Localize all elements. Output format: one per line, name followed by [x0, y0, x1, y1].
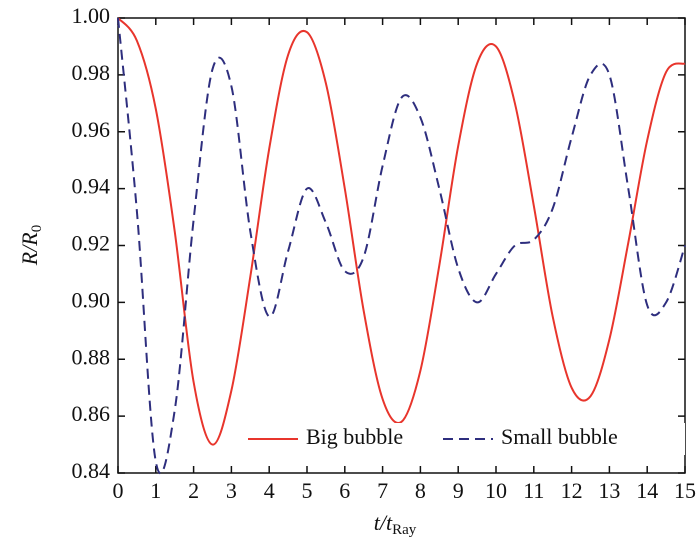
- x-tick-label: 15: [674, 478, 696, 503]
- x-tick-label: 12: [561, 478, 583, 503]
- x-tick-label: 7: [377, 478, 388, 503]
- y-label-main: R/R: [17, 232, 42, 267]
- y-tick-label: 0.96: [72, 117, 111, 142]
- x-axis-label: t/tRay: [374, 510, 417, 538]
- legend-label: Small bubble: [501, 424, 618, 449]
- x-label-sub: Ray: [392, 522, 417, 538]
- y-tick-label: 0.84: [72, 458, 111, 483]
- y-tick-label: 0.86: [72, 401, 111, 426]
- x-tick-label: 3: [226, 478, 237, 503]
- x-tick-label: 14: [636, 478, 658, 503]
- y-tick-label: 0.92: [72, 231, 111, 256]
- line-series: [117, 17, 686, 475]
- line-series: [117, 17, 686, 446]
- x-tick-label: 5: [302, 478, 313, 503]
- x-tick-label: 8: [415, 478, 426, 503]
- y-tick-label: 0.98: [72, 60, 111, 85]
- x-tick-label: 1: [150, 478, 161, 503]
- y-tick-label: 1.00: [72, 3, 111, 28]
- x-tick-label: 11: [523, 478, 544, 503]
- y-tick-label: 0.88: [72, 344, 111, 369]
- y-axis-label: R/R0: [17, 225, 45, 267]
- x-tick-label: 9: [453, 478, 464, 503]
- plot-frame: [117, 17, 686, 474]
- x-tick-label: 13: [598, 478, 620, 503]
- x-tick-label: 4: [264, 478, 275, 503]
- y-tick-label: 0.94: [72, 174, 111, 199]
- y-tick-label: 0.90: [72, 287, 111, 312]
- legend-label: Big bubble: [306, 424, 403, 449]
- x-tick-label: 0: [113, 478, 124, 503]
- y-label-sub: 0: [29, 225, 45, 233]
- x-tick-label: 6: [339, 478, 350, 503]
- x-tick-label: 10: [485, 478, 507, 503]
- x-label-main: t/t: [374, 510, 393, 535]
- x-tick-label: 2: [188, 478, 199, 503]
